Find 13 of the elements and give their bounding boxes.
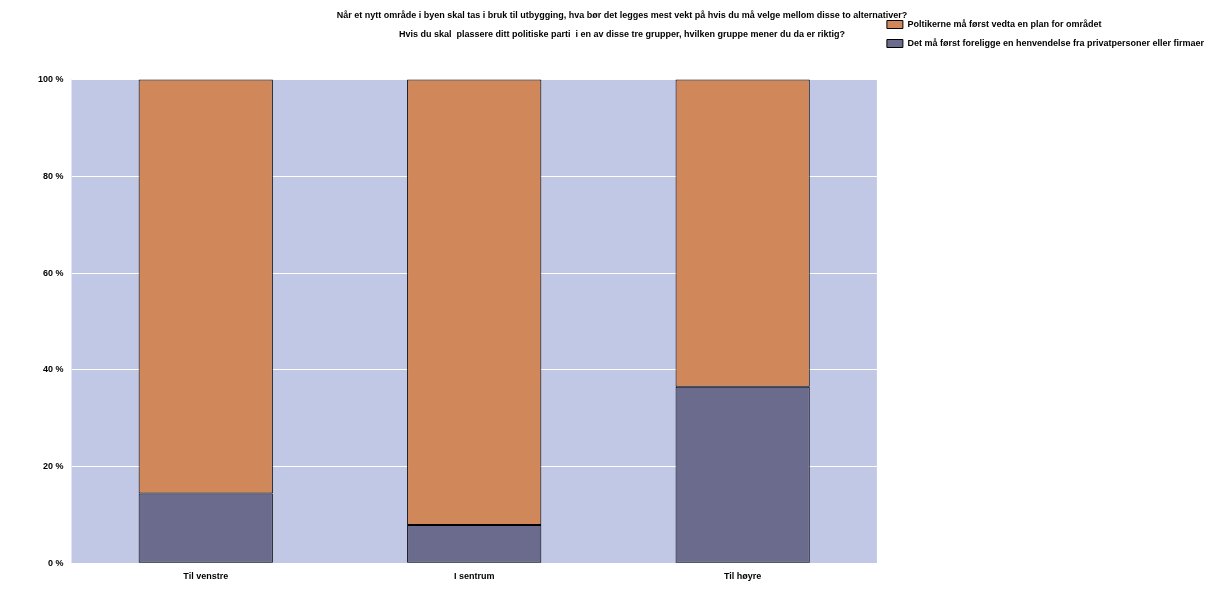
legend-label: Poltikerne må først vedta en plan for området (907, 18, 1102, 29)
x-tick-label: Til venstre (183, 571, 229, 582)
y-tick-label: 0 % (48, 557, 64, 568)
x-tick-label: Til høyre (723, 571, 762, 582)
y-tick-label: 60 % (43, 267, 64, 278)
y-tick-label: 80 % (43, 170, 64, 181)
y-tick-label: 100 % (37, 74, 64, 85)
y-tick-label: 40 % (43, 364, 64, 375)
legend-label: Det må først foreligge en henvendelse fra privatpersoner eller firmaer (907, 37, 1205, 48)
x-tick-label: I sentrum (453, 571, 495, 582)
chart-title: Når et nytt område i byen skal tas i bruk til utbygging, hva bør det legges mest vekt på hvis du må velge mellom disse to alternativer? (336, 9, 908, 20)
y-tick-label: 20 % (43, 460, 64, 471)
chart-subtitle: Hvis du skal plassere ditt politiske parti i en av disse tre grupper, hvilken gruppe mener du da er riktig? (398, 28, 846, 39)
